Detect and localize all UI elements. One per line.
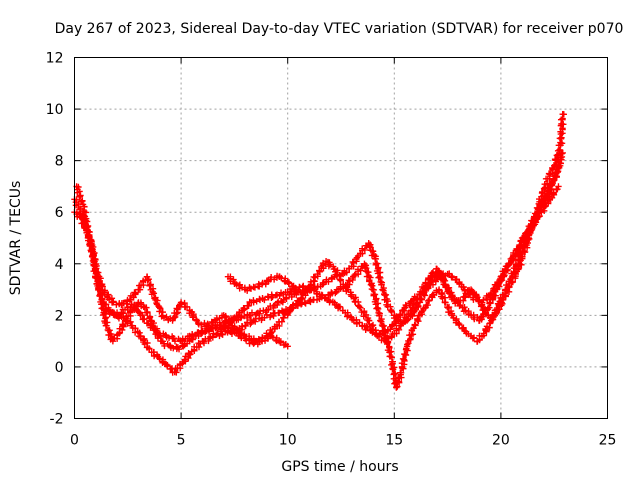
- y-tick-label: 12: [46, 51, 64, 67]
- grid-lines: [74, 57, 608, 419]
- y-tick-label: 8: [55, 154, 64, 170]
- x-tick-label: 15: [385, 433, 403, 449]
- y-tick-labels: -2 0 2 4 6 8 10 12: [46, 51, 64, 428]
- y-tick-label: 6: [55, 205, 64, 221]
- x-tick-label: 20: [492, 433, 510, 449]
- y-tick-label: -2: [50, 412, 64, 428]
- plot-frame: [74, 57, 608, 419]
- x-axis-label: GPS time / hours: [281, 459, 398, 475]
- series-track-e: [216, 327, 291, 350]
- y-axis-label: SDTVAR / TECUs: [8, 181, 24, 296]
- series-trail: [105, 185, 561, 376]
- x-tick-label: 5: [177, 433, 186, 449]
- series-trail: [218, 327, 290, 349]
- y-tick-label: 0: [55, 360, 64, 376]
- y-tick-label: 10: [46, 102, 64, 118]
- series-track-d: [103, 183, 562, 376]
- data-point: [559, 149, 566, 157]
- chart-title: Day 267 of 2023, Sidereal Day-to-day VTE…: [55, 21, 624, 37]
- series-track-f: [224, 272, 300, 294]
- x-tick-label: 0: [70, 433, 79, 449]
- x-tick-label: 10: [279, 433, 297, 449]
- y-tick-label: 2: [55, 308, 64, 324]
- series-trail: [226, 272, 298, 294]
- y-tick-label: 4: [55, 257, 64, 273]
- data-points: [71, 111, 567, 391]
- series-track-a: [71, 111, 567, 345]
- x-tick-label: 25: [599, 433, 617, 449]
- x-tick-labels: 0 5 10 15 20 25: [70, 433, 616, 449]
